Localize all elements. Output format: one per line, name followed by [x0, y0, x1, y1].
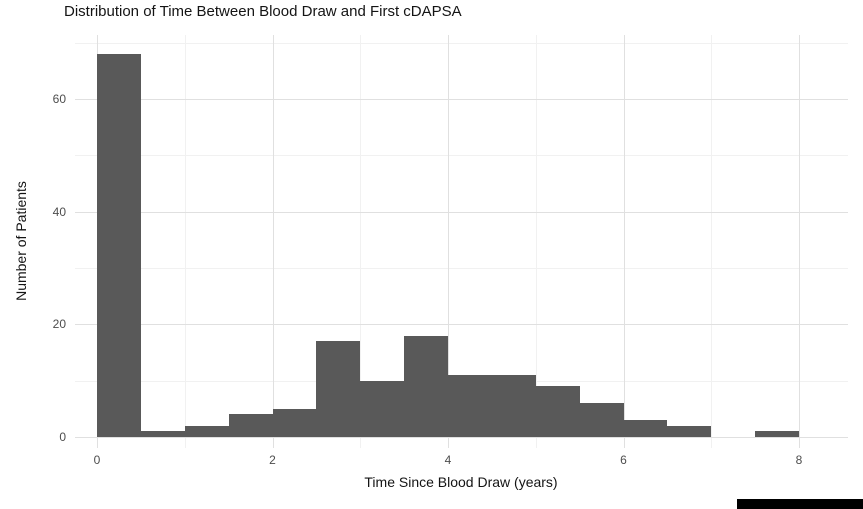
histogram-bar: [535, 386, 580, 437]
y-tick-label: 20: [52, 317, 66, 332]
y-axis-title: Number of Patients: [13, 181, 29, 301]
histogram-bar: [755, 431, 799, 437]
gridline-horizontal-major: [75, 324, 848, 326]
x-tick-label: 8: [795, 453, 803, 467]
histogram-bar: [228, 414, 273, 437]
gridline-vertical-minor: [360, 35, 362, 448]
gridline-vertical-major: [799, 35, 800, 448]
histogram-bar: [360, 380, 405, 437]
gridline-horizontal-minor: [75, 268, 848, 269]
gridline-horizontal-major: [75, 211, 848, 213]
gridline-vertical-major: [448, 35, 449, 448]
histogram-bar: [316, 341, 361, 437]
histogram-bar: [272, 408, 317, 437]
gridline-horizontal-minor: [75, 42, 848, 44]
chart-title: Distribution of Time Between Blood Draw …: [64, 3, 462, 20]
x-tick-label: 4: [444, 453, 452, 467]
y-tick-label: 40: [52, 204, 66, 219]
gridline-vertical-major: [272, 35, 274, 448]
histogram-bar: [140, 431, 185, 437]
histogram-bar: [184, 425, 229, 437]
histogram-bar: [623, 420, 668, 437]
gridline-horizontal-major: [75, 99, 848, 101]
histogram-bar: [491, 375, 536, 437]
y-tick-label: 0: [59, 430, 66, 444]
x-tick-label: 0: [93, 453, 101, 467]
gridline-vertical-major: [623, 35, 625, 448]
x-tick-label: 6: [620, 453, 627, 467]
plot-panel: [75, 35, 848, 448]
x-axis-title: Time Since Blood Draw (years): [364, 474, 558, 490]
gridline-horizontal-major: [75, 437, 848, 438]
histogram-bar: [667, 425, 712, 437]
gridline-vertical-minor: [711, 35, 713, 448]
bottom-right-black-strip: [737, 499, 863, 509]
histogram-bar: [97, 53, 141, 437]
gridline-vertical-minor: [535, 35, 537, 448]
histogram-bar: [448, 375, 492, 437]
y-tick-label: 60: [52, 92, 66, 107]
histogram-bar: [404, 335, 448, 437]
gridline-vertical-minor: [184, 35, 186, 448]
histogram-bar: [579, 403, 624, 437]
gridline-horizontal-minor: [75, 155, 848, 157]
x-tick-label: 2: [269, 453, 276, 467]
